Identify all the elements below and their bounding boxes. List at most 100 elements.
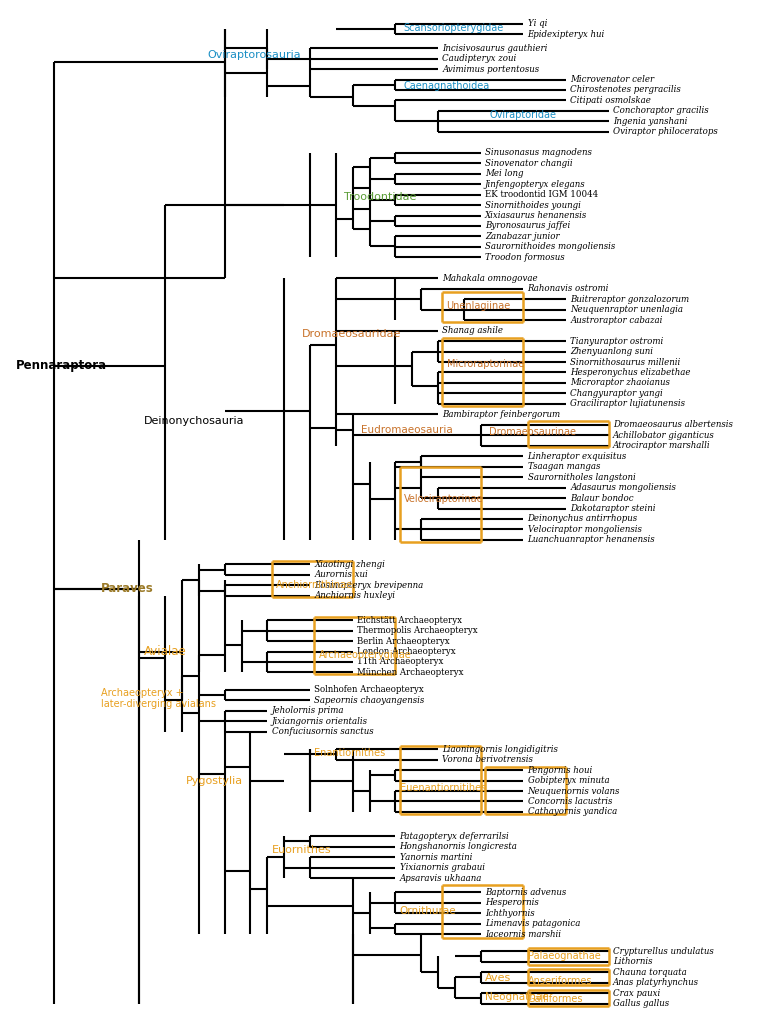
- Text: Incisivosaurus gauthieri: Incisivosaurus gauthieri: [442, 44, 548, 52]
- Text: Saurornitholes langstoni: Saurornitholes langstoni: [527, 473, 635, 481]
- Text: Dakotaraptor steini: Dakotaraptor steini: [570, 504, 656, 513]
- Text: Solnhofen Archaeopteryx: Solnhofen Archaeopteryx: [314, 685, 424, 694]
- Text: Shanag ashile: Shanag ashile: [442, 326, 503, 335]
- Text: Crax pauxi: Crax pauxi: [613, 989, 660, 997]
- Text: Byronosaurus jaffei: Byronosaurus jaffei: [485, 221, 570, 230]
- Text: Jinfengopteryx elegans: Jinfengopteryx elegans: [485, 179, 585, 188]
- Text: Palaeognathae: Palaeognathae: [527, 951, 600, 962]
- Text: Troodon formosus: Troodon formosus: [485, 253, 565, 262]
- Text: Sinovenator changii: Sinovenator changii: [485, 159, 572, 168]
- Text: Berlin Archaeopteryx: Berlin Archaeopteryx: [357, 637, 450, 645]
- Text: Eosinopteryx brevipenna: Eosinopteryx brevipenna: [314, 581, 423, 590]
- Text: Paraves: Paraves: [101, 583, 154, 595]
- Text: Rahonavis ostromi: Rahonavis ostromi: [527, 285, 609, 293]
- Text: Graciliraptor lujiatunensis: Graciliraptor lujiatunensis: [570, 399, 686, 409]
- Text: Baptornis advenus: Baptornis advenus: [485, 888, 566, 897]
- Text: Conchoraptor gracilis: Conchoraptor gracilis: [613, 106, 708, 116]
- Text: Galliformes: Galliformes: [527, 994, 583, 1004]
- Text: Neuquenornis volans: Neuquenornis volans: [527, 786, 620, 796]
- Text: Cathayornis yandica: Cathayornis yandica: [527, 808, 617, 816]
- Text: Adasaurus mongoliensis: Adasaurus mongoliensis: [570, 483, 676, 493]
- Text: Microvenator celer: Microvenator celer: [570, 75, 654, 84]
- Text: Euenantiornitihes: Euenantiornitihes: [400, 782, 486, 793]
- Text: Mahakala omnogovae: Mahakala omnogovae: [442, 273, 538, 283]
- Text: Aves: Aves: [485, 973, 511, 983]
- Text: Yanornis martini: Yanornis martini: [400, 853, 472, 862]
- Text: Microraptor zhaoianus: Microraptor zhaoianus: [570, 379, 670, 387]
- Text: Zanabazar junior: Zanabazar junior: [485, 232, 559, 241]
- Text: Pennaraptora: Pennaraptora: [15, 359, 106, 372]
- Text: Confuciusornis sanctus: Confuciusornis sanctus: [271, 727, 373, 736]
- Text: Pengornis houi: Pengornis houi: [527, 766, 593, 774]
- Text: Hongshanornis longicresta: Hongshanornis longicresta: [400, 843, 518, 851]
- Text: Citipati osmolskae: Citipati osmolskae: [570, 96, 651, 104]
- Text: Hesperonychus elizabethae: Hesperonychus elizabethae: [570, 368, 691, 377]
- Text: Chirostenotes pergracilis: Chirostenotes pergracilis: [570, 85, 681, 94]
- Text: Jixiangornis orientalis: Jixiangornis orientalis: [271, 717, 368, 726]
- Text: Unenlagiinae: Unenlagiinae: [447, 301, 511, 311]
- Text: Xiaotingi zhengi: Xiaotingi zhengi: [314, 560, 385, 568]
- Text: Velociraptorinae: Velociraptorinae: [404, 495, 483, 505]
- Text: München Archaeopteryx: München Archaeopteryx: [357, 668, 464, 677]
- Text: Sinusonasus magnodens: Sinusonasus magnodens: [485, 148, 592, 158]
- Text: Sinornithoides youngi: Sinornithoides youngi: [485, 201, 581, 210]
- Text: Oviraptoridae: Oviraptoridae: [489, 111, 556, 120]
- Text: Zhenyuanlong suni: Zhenyuanlong suni: [570, 347, 654, 356]
- Text: Ingenia yanshani: Ingenia yanshani: [613, 117, 687, 126]
- Text: Saurornithoides mongoliensis: Saurornithoides mongoliensis: [485, 243, 615, 252]
- Text: Changyuraptor yangi: Changyuraptor yangi: [570, 389, 663, 398]
- Text: Dromaeosauridae: Dromaeosauridae: [302, 329, 401, 339]
- Text: Oviraptor philoceratops: Oviraptor philoceratops: [613, 127, 717, 136]
- Text: Xixiasaurus henanensis: Xixiasaurus henanensis: [485, 211, 587, 220]
- Text: Archaeopterygidae: Archaeopterygidae: [318, 650, 411, 660]
- Text: Linheraptor exquisitus: Linheraptor exquisitus: [527, 452, 627, 461]
- Text: Luanchuanraptor henanensis: Luanchuanraptor henanensis: [527, 536, 655, 545]
- Text: Austroraptor cabazai: Austroraptor cabazai: [570, 315, 663, 325]
- Text: Gallus gallus: Gallus gallus: [613, 999, 669, 1009]
- Text: Apsaravis ukhaana: Apsaravis ukhaana: [400, 873, 482, 883]
- Text: Neognathae: Neognathae: [485, 992, 549, 1001]
- Text: Dromaeosaurus albertensis: Dromaeosaurus albertensis: [613, 420, 733, 429]
- Text: Hesperornis: Hesperornis: [485, 898, 539, 907]
- Text: later-diverging avialans: later-diverging avialans: [101, 698, 216, 709]
- Text: Atrociraptor marshalli: Atrociraptor marshalli: [613, 441, 711, 451]
- Text: London Archaeopteryx: London Archaeopteryx: [357, 647, 455, 656]
- Text: Caenagnathoidea: Caenagnathoidea: [404, 81, 490, 91]
- Text: Euornithes: Euornithes: [271, 846, 331, 855]
- Text: Yi qi: Yi qi: [527, 19, 547, 29]
- Text: 11th Archaeopteryx: 11th Archaeopteryx: [357, 657, 443, 667]
- Text: Patagopteryx deferrarilsi: Patagopteryx deferrarilsi: [400, 831, 509, 841]
- Text: Tsaagan mangas: Tsaagan mangas: [527, 462, 600, 471]
- Text: Pygostylia: Pygostylia: [186, 775, 243, 785]
- Text: Ichthyornis: Ichthyornis: [485, 908, 534, 918]
- Text: Mei long: Mei long: [485, 169, 524, 178]
- Text: Tianyuraptor ostromi: Tianyuraptor ostromi: [570, 337, 663, 345]
- Text: Chauna torquata: Chauna torquata: [613, 968, 687, 977]
- Text: Avialae: Avialae: [144, 645, 186, 658]
- Text: Buitreraptor gonzalozorum: Buitreraptor gonzalozorum: [570, 295, 689, 304]
- Text: Ornithurae: Ornithurae: [400, 906, 456, 916]
- Text: Anchiornis huxleyi: Anchiornis huxleyi: [314, 591, 395, 600]
- Text: Dromaeosaurinae: Dromaeosaurinae: [489, 427, 576, 437]
- Text: Sinornithosaurus millenii: Sinornithosaurus millenii: [570, 357, 680, 367]
- Text: Avimimus portentosus: Avimimus portentosus: [442, 65, 540, 74]
- Text: EK troodontid IGM 10044: EK troodontid IGM 10044: [485, 190, 598, 199]
- Text: Scansoriopterygidae: Scansoriopterygidae: [404, 23, 504, 33]
- Text: Deinonychosauria: Deinonychosauria: [144, 417, 244, 426]
- Text: Concornis lacustris: Concornis lacustris: [527, 797, 612, 806]
- Text: Aurornis xui: Aurornis xui: [314, 570, 368, 580]
- Text: Crypturellus undulatus: Crypturellus undulatus: [613, 947, 714, 956]
- Text: Liaoningornis longidigitris: Liaoningornis longidigitris: [442, 744, 558, 754]
- Text: Troodontidae: Troodontidae: [344, 191, 416, 202]
- Text: Anseriformes: Anseriformes: [527, 976, 592, 986]
- Text: Epidexipteryx hui: Epidexipteryx hui: [527, 30, 605, 39]
- Text: Gobipteryx minuta: Gobipteryx minuta: [527, 776, 610, 785]
- Text: Iaceornis marshii: Iaceornis marshii: [485, 930, 561, 939]
- Text: Yixianornis grabaui: Yixianornis grabaui: [400, 863, 485, 872]
- Text: Oviraptorosauria: Oviraptorosauria: [207, 50, 301, 60]
- Text: Neuquenraptor unenlagia: Neuquenraptor unenlagia: [570, 305, 683, 314]
- Text: Sapeornis chaoyangensis: Sapeornis chaoyangensis: [314, 696, 425, 705]
- Text: Eichstätt Archaeopteryx: Eichstätt Archaeopteryx: [357, 615, 462, 625]
- Text: Archaeopteryx +: Archaeopteryx +: [101, 688, 183, 698]
- Text: Anchiornithinae: Anchiornithinae: [276, 581, 353, 590]
